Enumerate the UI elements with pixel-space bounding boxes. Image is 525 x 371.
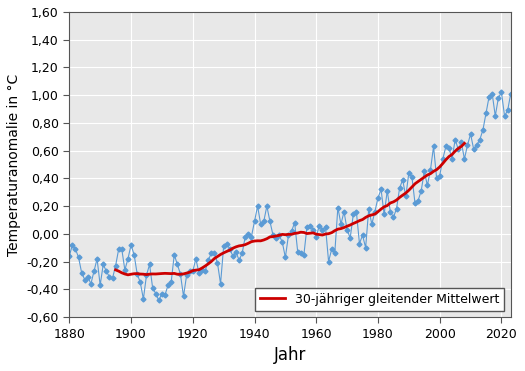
Line: 30-jähriger gleitender Mittelwert: 30-jähriger gleitender Mittelwert [116,143,465,275]
30-jähriger gleitender Mittelwert [461,141,468,145]
30-jähriger gleitender Mittelwert [112,267,119,272]
30-jähriger gleitender Mittelwert [214,254,220,259]
X-axis label: Jahr: Jahr [274,346,306,364]
Y-axis label: Temperaturanomalie in °C: Temperaturanomalie in °C [7,73,21,256]
30-jähriger gleitender Mittelwert [155,272,162,276]
30-jähriger gleitender Mittelwert [381,204,387,209]
30-jähriger gleitender Mittelwert [211,256,217,261]
Legend: 30-jähriger gleitender Mittelwert: 30-jähriger gleitender Mittelwert [255,288,505,311]
30-jähriger gleitender Mittelwert [341,225,347,230]
30-jähriger gleitender Mittelwert [125,273,131,277]
30-jähriger gleitender Mittelwert [251,239,258,243]
